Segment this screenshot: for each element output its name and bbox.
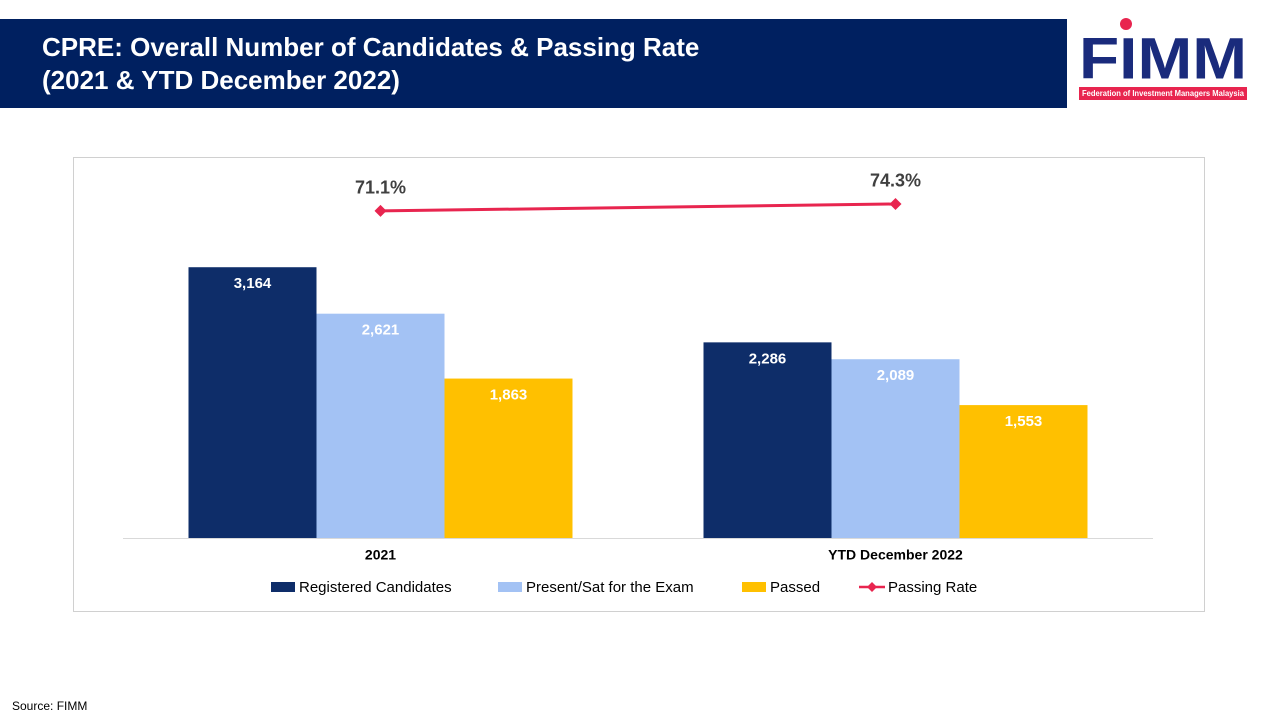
data-label: 1,863 bbox=[490, 387, 528, 404]
bar bbox=[831, 359, 960, 538]
data-label: 2,089 bbox=[877, 367, 915, 384]
logo-tagline: Federation of Investment Managers Malays… bbox=[1082, 89, 1245, 98]
title-line: CPRE: Overall Number of Candidates & Pas… bbox=[42, 32, 699, 62]
logo-band bbox=[1079, 87, 1247, 100]
header-bar bbox=[0, 19, 1067, 108]
bar bbox=[703, 342, 832, 538]
line bbox=[380, 202, 896, 213]
bar bbox=[188, 267, 317, 538]
legend-marker bbox=[867, 582, 877, 592]
data-label: 71.1% bbox=[355, 178, 406, 198]
legend-label: Passing Rate bbox=[888, 579, 977, 596]
line-marker bbox=[889, 197, 902, 210]
data-label: 74.3% bbox=[870, 171, 921, 191]
data-label: 2,621 bbox=[362, 322, 400, 339]
data-label: 1,553 bbox=[1005, 413, 1043, 430]
data-label: 2,286 bbox=[749, 350, 787, 367]
line-marker bbox=[374, 204, 387, 217]
source-note: Source: FIMM bbox=[12, 699, 87, 713]
legend-swatch bbox=[271, 582, 295, 592]
legend-label: Passed bbox=[770, 579, 820, 596]
legend-swatch bbox=[498, 582, 522, 592]
title-line: (2021 & YTD December 2022) bbox=[42, 65, 400, 95]
bar bbox=[959, 405, 1088, 538]
legend-label: Present/Sat for the Exam bbox=[526, 579, 694, 596]
logo-name: FIMM bbox=[1079, 26, 1247, 91]
data-label: 3,164 bbox=[234, 275, 272, 292]
bar bbox=[316, 313, 445, 538]
logo-dot bbox=[1120, 18, 1132, 30]
bar bbox=[444, 378, 573, 538]
legend-label: Registered Candidates bbox=[299, 579, 452, 596]
legend-swatch bbox=[742, 582, 766, 592]
x-tick-label: 2021 bbox=[365, 547, 396, 563]
x-tick-label: YTD December 2022 bbox=[828, 547, 963, 563]
